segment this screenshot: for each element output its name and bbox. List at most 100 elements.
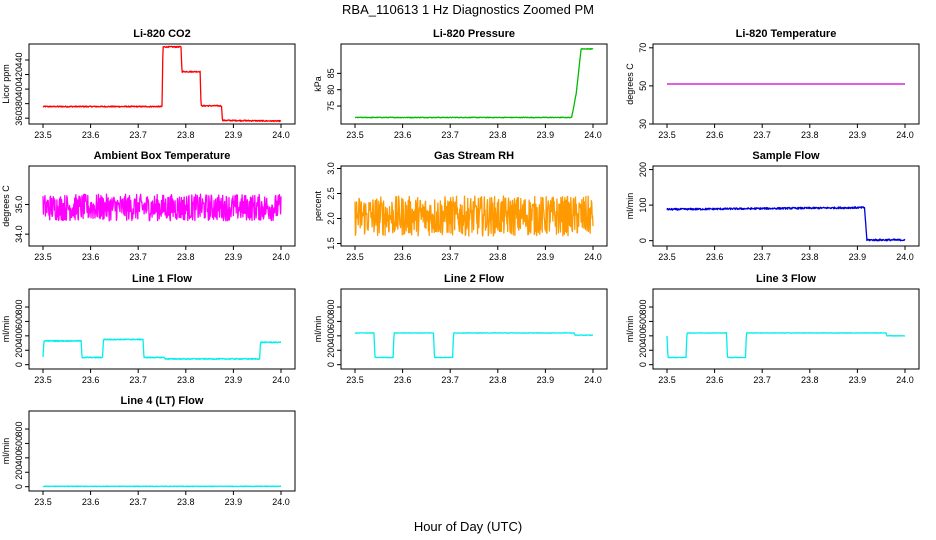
panel-title: Gas Stream RH	[434, 150, 514, 162]
y-axis-label: ml/min	[625, 316, 635, 343]
plot-frame	[652, 288, 920, 370]
x-tick-label: 23.9	[537, 252, 555, 262]
panel-sample-flow: Sample Flow ml/min 0 100 200 23.5 23.6 23.7 23.8…	[625, 150, 920, 262]
x-tick-label: 23.9	[225, 375, 243, 385]
x-tick-label: 23.9	[537, 130, 555, 140]
series-line-li-820-pressure	[354, 47, 594, 119]
x-tick-label: 23.5	[346, 375, 364, 385]
x-tick-label: 24.0	[272, 252, 290, 262]
x-tick-label: 23.8	[489, 130, 507, 140]
y-tick-label: 100	[638, 198, 648, 213]
panel-title: Li-820 Pressure	[433, 28, 515, 40]
y-axis-label: kPa	[313, 76, 323, 92]
x-tick-label: 23.8	[489, 375, 507, 385]
x-tick-label: 23.5	[34, 252, 52, 262]
x-tick-label: 23.6	[706, 375, 724, 385]
x-tick-label: 24.0	[896, 375, 914, 385]
y-tick-label: 800	[14, 300, 24, 315]
y-tick-label: 0	[14, 362, 24, 367]
x-tick-label: 23.8	[177, 252, 195, 262]
y-tick-label: 34.0	[14, 225, 24, 243]
x-tick-label: 24.0	[272, 497, 290, 507]
y-axis-label: ml/min	[313, 316, 323, 343]
plot-frame	[28, 288, 296, 370]
x-tick-label: 24.0	[272, 375, 290, 385]
plot-frame	[652, 43, 920, 125]
x-tick-label: 23.8	[177, 375, 195, 385]
series-line-sample-flow	[666, 206, 906, 242]
x-tick-label: 23.5	[346, 130, 364, 140]
figure-x-axis-label: Hour of Day (UTC)	[414, 519, 522, 534]
y-tick-label: 200	[14, 465, 24, 480]
y-tick-label: 400	[14, 328, 24, 343]
x-tick-label: 23.7	[129, 130, 147, 140]
x-tick-label: 23.7	[441, 375, 459, 385]
y-axis-label: percent	[313, 190, 323, 221]
y-tick-label: 1.5	[326, 237, 336, 250]
plot-frame	[28, 410, 296, 492]
x-tick-label: 23.8	[177, 130, 195, 140]
panel-li-820-temperature: Li-820 Temperature degrees C 30 50 70 23.5 23.…	[625, 28, 920, 140]
x-tick-label: 23.7	[441, 252, 459, 262]
y-tick-label: 800	[14, 422, 24, 437]
x-tick-label: 23.9	[849, 130, 867, 140]
y-tick-label: 0	[14, 484, 24, 489]
panel-gas-stream-rh: Gas Stream RH percent 1.5 2.0 2.5 3.0 23.5 23.6…	[313, 150, 608, 262]
x-tick-label: 23.7	[129, 252, 147, 262]
x-tick-label: 23.5	[658, 375, 676, 385]
y-tick-label: 400	[14, 450, 24, 465]
x-tick-label: 23.6	[394, 252, 412, 262]
y-axis-label: ml/min	[1, 316, 11, 343]
y-axis-label: ml/min	[625, 193, 635, 220]
y-axis-label: degrees C	[625, 63, 635, 105]
panel-title: Line 2 Flow	[444, 273, 504, 285]
y-tick-label: 80	[326, 85, 336, 95]
y-tick-label: 800	[326, 300, 336, 315]
x-tick-label: 23.5	[34, 497, 52, 507]
y-tick-label: 0	[638, 362, 648, 367]
x-tick-label: 24.0	[584, 252, 602, 262]
y-tick-label: 600	[14, 436, 24, 451]
y-tick-label: 360	[14, 111, 24, 126]
x-tick-label: 23.5	[346, 252, 364, 262]
y-tick-label: 200	[638, 343, 648, 358]
panel-title: Sample Flow	[752, 150, 820, 162]
x-tick-label: 23.8	[801, 375, 819, 385]
series-line-li-820-co2	[42, 45, 282, 123]
y-tick-label: 600	[326, 314, 336, 329]
y-axis-label: ml/min	[1, 438, 11, 465]
y-tick-label: 0	[638, 238, 648, 243]
plot-frame	[340, 43, 608, 125]
x-tick-label: 23.6	[82, 252, 100, 262]
series-line-gas-stream-rh	[354, 195, 594, 237]
x-tick-label: 23.7	[753, 252, 771, 262]
y-tick-label: 600	[14, 314, 24, 329]
y-tick-label: 2.0	[326, 212, 336, 225]
y-tick-label: 440	[14, 52, 24, 67]
x-tick-label: 23.9	[225, 252, 243, 262]
x-tick-label: 24.0	[896, 130, 914, 140]
x-tick-label: 23.9	[537, 375, 555, 385]
figure-title: RBA_110613 1 Hz Diagnostics Zoomed PM	[342, 2, 594, 17]
x-tick-label: 23.5	[658, 130, 676, 140]
y-axis-label: Licor ppm	[1, 64, 11, 104]
y-tick-label: 200	[14, 343, 24, 358]
y-tick-label: 420	[14, 67, 24, 82]
series-line-line-2-flow	[354, 332, 594, 359]
x-tick-label: 23.6	[394, 130, 412, 140]
x-tick-label: 23.6	[82, 497, 100, 507]
y-tick-label: 85	[326, 68, 336, 78]
x-tick-label: 23.6	[706, 130, 724, 140]
series-line-ambient-box-temperature	[42, 193, 282, 222]
y-tick-label: 600	[638, 314, 648, 329]
plot-frame	[340, 165, 608, 247]
plot-frame	[28, 165, 296, 247]
y-tick-label: 380	[14, 96, 24, 111]
y-tick-label: 70	[638, 43, 648, 53]
x-tick-label: 23.8	[177, 497, 195, 507]
series-line-line-3-flow	[666, 332, 906, 359]
